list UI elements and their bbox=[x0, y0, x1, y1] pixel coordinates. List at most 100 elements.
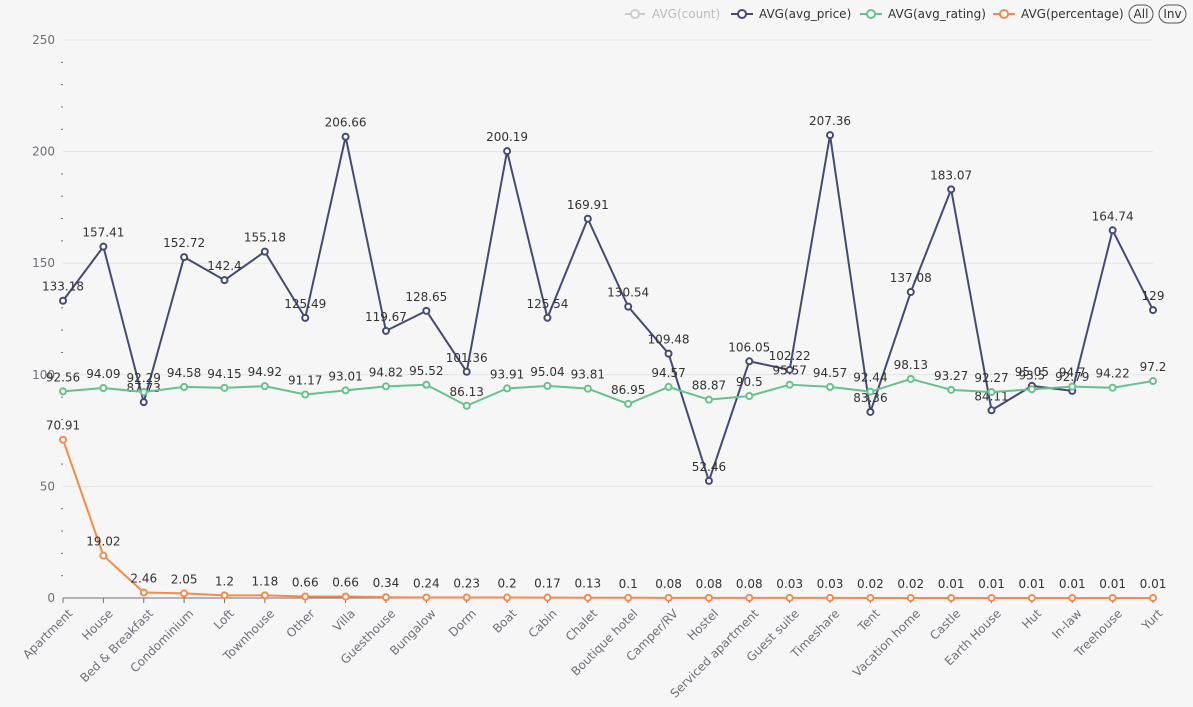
data-point[interactable] bbox=[624, 593, 633, 602]
data-point[interactable] bbox=[462, 367, 471, 376]
data-label: 95.57 bbox=[772, 364, 806, 378]
data-point[interactable] bbox=[543, 381, 552, 390]
data-point[interactable] bbox=[139, 398, 148, 407]
data-point[interactable] bbox=[785, 380, 794, 389]
data-point[interactable] bbox=[987, 406, 996, 415]
data-point[interactable] bbox=[1149, 377, 1157, 386]
data-point[interactable] bbox=[866, 593, 875, 602]
data-point[interactable] bbox=[301, 592, 310, 601]
data-point[interactable] bbox=[422, 593, 431, 602]
data-point[interactable] bbox=[1149, 593, 1157, 602]
data-point[interactable] bbox=[503, 384, 512, 393]
data-point[interactable] bbox=[139, 388, 148, 397]
data-point[interactable] bbox=[301, 390, 310, 399]
data-label: 164.74 bbox=[1092, 209, 1134, 223]
data-point[interactable] bbox=[1108, 593, 1117, 602]
data-point[interactable] bbox=[59, 296, 67, 305]
data-point[interactable] bbox=[866, 387, 875, 396]
data-point[interactable] bbox=[260, 247, 269, 256]
data-point[interactable] bbox=[704, 476, 713, 485]
data-point[interactable] bbox=[1149, 306, 1157, 315]
data-point[interactable] bbox=[987, 593, 996, 602]
data-point[interactable] bbox=[1027, 593, 1036, 602]
data-label: 0.01 bbox=[938, 577, 965, 591]
data-point[interactable] bbox=[381, 326, 390, 335]
data-point[interactable] bbox=[1108, 226, 1117, 235]
data-point[interactable] bbox=[704, 395, 713, 404]
data-label: 0.23 bbox=[453, 576, 480, 590]
data-point[interactable] bbox=[99, 383, 108, 392]
data-point[interactable] bbox=[381, 382, 390, 391]
data-label: 95.52 bbox=[409, 364, 443, 378]
data-point[interactable] bbox=[987, 388, 996, 397]
data-label: 119.67 bbox=[365, 310, 407, 324]
y-axis: 0 50 100 150 200 250 bbox=[32, 33, 55, 605]
data-point[interactable] bbox=[59, 387, 67, 396]
legend-item-avg-price[interactable]: AVG(avg_price) bbox=[731, 7, 851, 21]
data-point[interactable] bbox=[503, 593, 512, 602]
data-point[interactable] bbox=[1068, 593, 1077, 602]
data-point[interactable] bbox=[583, 214, 592, 223]
x-tick-label: House bbox=[79, 606, 115, 642]
data-point[interactable] bbox=[826, 131, 835, 140]
data-point[interactable] bbox=[503, 147, 512, 156]
data-point[interactable] bbox=[1108, 383, 1117, 392]
data-point[interactable] bbox=[947, 385, 956, 394]
series-line bbox=[62, 134, 1154, 482]
data-point[interactable] bbox=[583, 384, 592, 393]
legend-item-avg-percentage[interactable]: AVG(percentage) bbox=[993, 7, 1124, 21]
data-point[interactable] bbox=[947, 185, 956, 194]
data-point[interactable] bbox=[99, 242, 108, 251]
data-point[interactable] bbox=[866, 407, 875, 416]
data-point[interactable] bbox=[301, 313, 310, 322]
data-point[interactable] bbox=[260, 591, 269, 600]
data-point[interactable] bbox=[99, 551, 108, 560]
data-point[interactable] bbox=[583, 593, 592, 602]
data-point[interactable] bbox=[180, 382, 189, 391]
data-point[interactable] bbox=[826, 382, 835, 391]
data-point[interactable] bbox=[664, 593, 673, 602]
data-point[interactable] bbox=[906, 593, 915, 602]
data-point[interactable] bbox=[624, 399, 633, 408]
data-point[interactable] bbox=[543, 313, 552, 322]
data-point[interactable] bbox=[59, 435, 67, 444]
data-point[interactable] bbox=[462, 593, 471, 602]
data-point[interactable] bbox=[422, 306, 431, 315]
data-point[interactable] bbox=[664, 382, 673, 391]
data-point[interactable] bbox=[947, 593, 956, 602]
data-label: 128.65 bbox=[405, 290, 447, 304]
legend-inv-button[interactable]: Inv bbox=[1158, 4, 1187, 24]
data-point[interactable] bbox=[826, 593, 835, 602]
data-point[interactable] bbox=[422, 380, 431, 389]
data-point[interactable] bbox=[381, 593, 390, 602]
data-point[interactable] bbox=[664, 349, 673, 358]
data-point[interactable] bbox=[704, 593, 713, 602]
data-point[interactable] bbox=[785, 593, 794, 602]
data-point[interactable] bbox=[906, 288, 915, 297]
data-point[interactable] bbox=[543, 593, 552, 602]
data-point[interactable] bbox=[462, 401, 471, 410]
data-point[interactable] bbox=[1068, 382, 1077, 391]
data-point[interactable] bbox=[745, 593, 754, 602]
data-label: 0.24 bbox=[413, 576, 440, 590]
data-point[interactable] bbox=[745, 392, 754, 401]
data-point[interactable] bbox=[260, 382, 269, 391]
data-point[interactable] bbox=[341, 386, 350, 395]
data-point[interactable] bbox=[341, 132, 350, 141]
series-line bbox=[62, 377, 1154, 407]
data-point[interactable] bbox=[785, 365, 794, 374]
data-point[interactable] bbox=[180, 253, 189, 262]
legend-item-avg-count[interactable]: AVG(count) bbox=[625, 7, 720, 21]
data-point[interactable] bbox=[624, 302, 633, 311]
data-point[interactable] bbox=[220, 276, 229, 285]
data-point[interactable] bbox=[745, 357, 754, 366]
data-point[interactable] bbox=[180, 589, 189, 598]
legend-all-button[interactable]: All bbox=[1128, 4, 1154, 24]
legend-item-avg-rating[interactable]: AVG(avg_rating) bbox=[860, 7, 986, 21]
data-point[interactable] bbox=[341, 592, 350, 601]
data-point[interactable] bbox=[906, 374, 915, 383]
data-point[interactable] bbox=[139, 588, 148, 597]
data-point[interactable] bbox=[220, 383, 229, 392]
data-point[interactable] bbox=[220, 591, 229, 600]
data-point[interactable] bbox=[1027, 385, 1036, 394]
